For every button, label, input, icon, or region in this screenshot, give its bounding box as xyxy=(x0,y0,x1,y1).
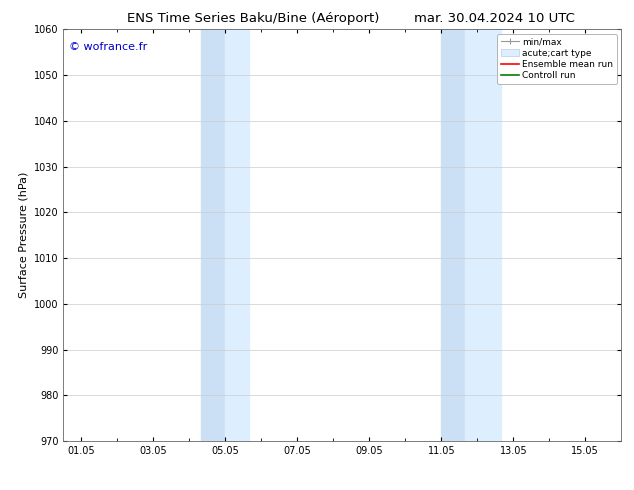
Text: mar. 30.04.2024 10 UTC: mar. 30.04.2024 10 UTC xyxy=(414,12,575,25)
Y-axis label: Surface Pressure (hPa): Surface Pressure (hPa) xyxy=(18,172,29,298)
Bar xyxy=(201,29,225,441)
Bar xyxy=(441,29,465,441)
Bar xyxy=(225,29,250,441)
Bar xyxy=(465,29,501,441)
Legend: min/max, acute;cart type, Ensemble mean run, Controll run: min/max, acute;cart type, Ensemble mean … xyxy=(497,34,617,84)
Text: © wofrance.fr: © wofrance.fr xyxy=(69,42,147,52)
Text: ENS Time Series Baku/Bine (Aéroport): ENS Time Series Baku/Bine (Aéroport) xyxy=(127,12,380,25)
